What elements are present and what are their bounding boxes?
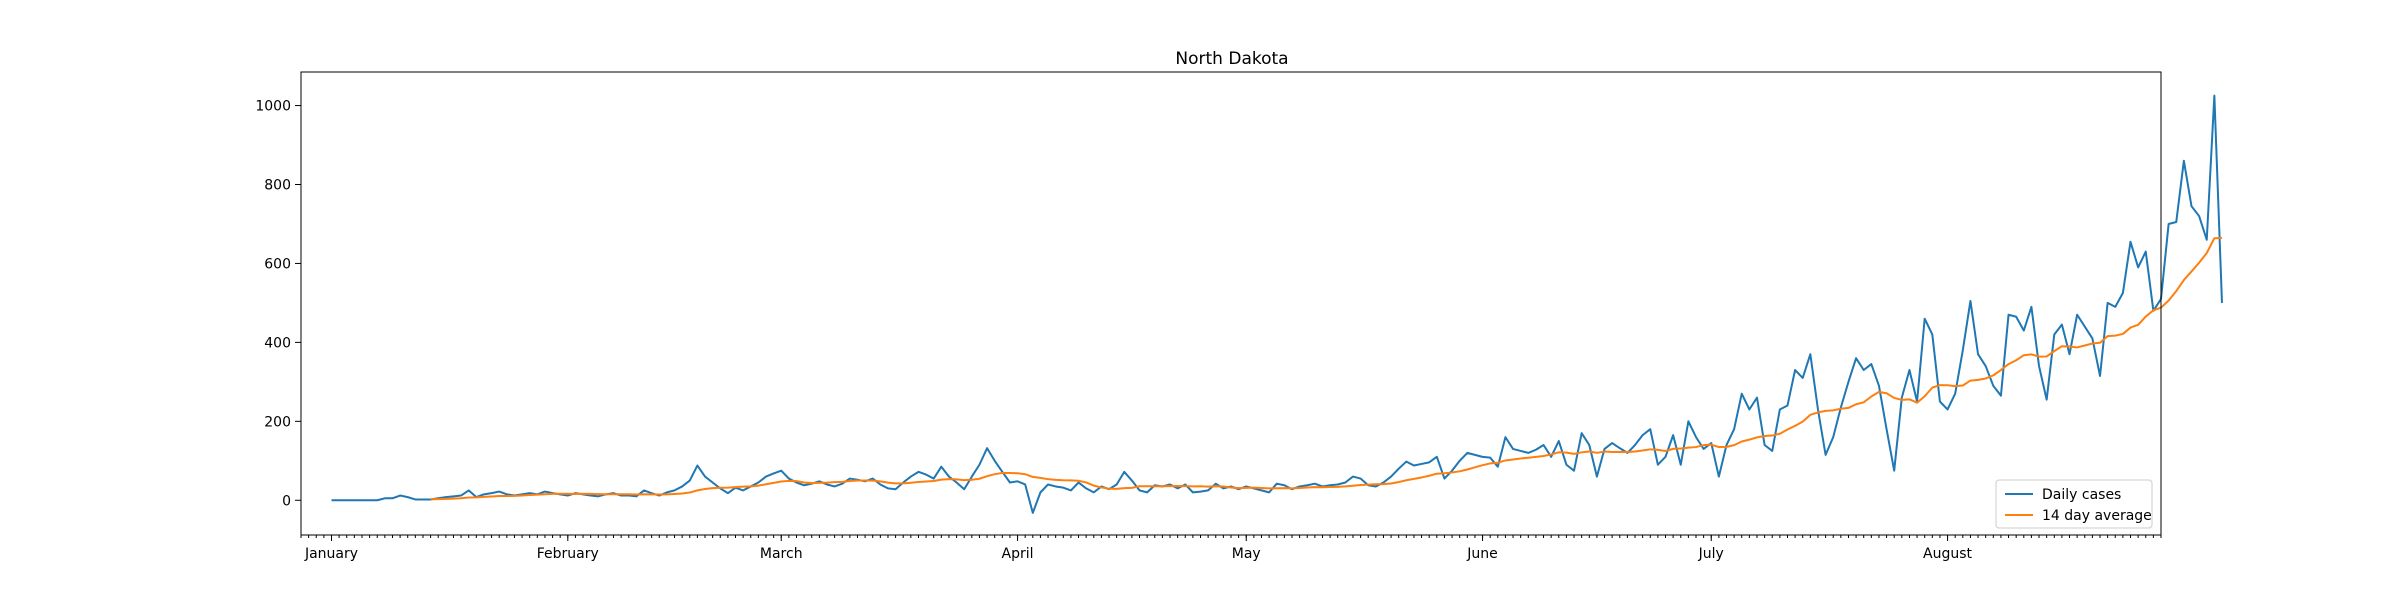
x-tick-label: July [1698,546,1724,562]
legend-label-daily-cases: Daily cases [2042,487,2121,503]
x-tick-label: January [304,546,358,562]
legend: Daily cases 14 day average [1995,479,2153,529]
x-tick-label: February [537,546,599,562]
x-tick-label: March [760,546,803,562]
x-tick-label: June [1466,546,1498,562]
chart-title: North Dakota [1175,49,1288,69]
legend-box [1995,479,2153,529]
x-tick-label: August [1923,546,1973,562]
y-tick-label: 1000 [255,99,291,115]
plot-area [331,94,2223,514]
series-line-daily-cases [331,94,2223,514]
series-line-14-day-average [430,236,2223,501]
y-tick-label: 200 [264,414,291,430]
plot-frame [300,71,2162,536]
y-tick-label: 0 [282,493,291,509]
y-tick-label: 400 [264,335,291,351]
y-tick-label: 600 [264,256,291,272]
y-axis: 0 200 400 600 800 1000 [255,99,301,509]
y-tick-label: 800 [264,177,291,193]
x-tick-label: May [1232,546,1261,562]
legend-label-14-day-average: 14 day average [2042,508,2152,524]
x-axis: January February March April May June July Augu… [300,535,2162,562]
x-tick-label: April [1002,546,1034,562]
